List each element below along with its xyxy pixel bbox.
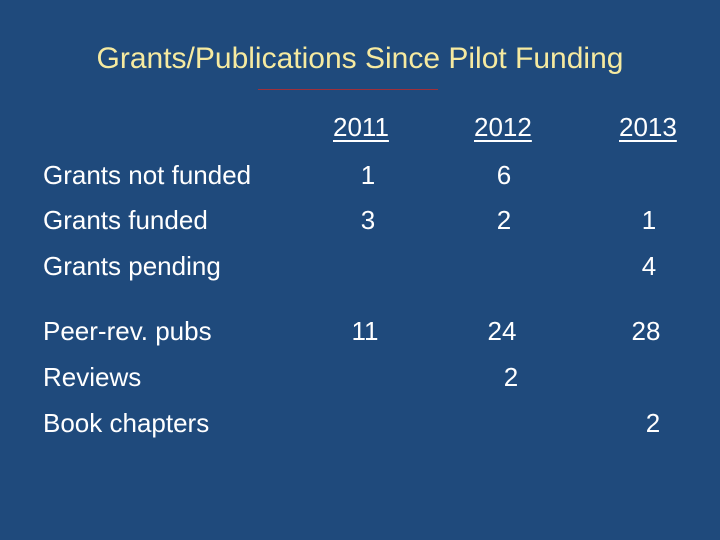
column-header-2012: 2012 xyxy=(474,112,532,142)
cell-grants-pending-2013: 4 xyxy=(641,251,657,281)
column-header-2013: 2013 xyxy=(619,112,677,142)
row-label-book-chapters: Book chapters xyxy=(43,408,210,438)
cell-book-chapters-2013: 2 xyxy=(645,408,661,438)
cell-grants-funded-2013: 1 xyxy=(641,205,657,235)
row-label-grants-pending: Grants pending xyxy=(43,251,221,281)
row-label-grants-funded: Grants funded xyxy=(43,205,208,235)
row-label-reviews: Reviews xyxy=(43,362,142,392)
cell-peer-rev-pubs-2012: 24 xyxy=(487,316,517,346)
column-header-2011: 2011 xyxy=(333,112,389,142)
slide-title: Grants/Publications Since Pilot Funding xyxy=(96,42,624,75)
row-label-grants-not-funded: Grants not funded xyxy=(43,160,252,190)
title-underline-rule xyxy=(258,89,438,90)
row-label-peer-rev-pubs: Peer-rev. pubs xyxy=(43,316,212,346)
cell-reviews-2012: 2 xyxy=(503,362,519,392)
cell-grants-not-funded-2011: 1 xyxy=(360,160,376,190)
cell-grants-funded-2011: 3 xyxy=(360,205,376,235)
cell-grants-funded-2012: 2 xyxy=(496,205,512,235)
cell-grants-not-funded-2012: 6 xyxy=(496,160,512,190)
cell-peer-rev-pubs-2011: 11 xyxy=(351,316,379,346)
cell-peer-rev-pubs-2013: 28 xyxy=(631,316,661,346)
